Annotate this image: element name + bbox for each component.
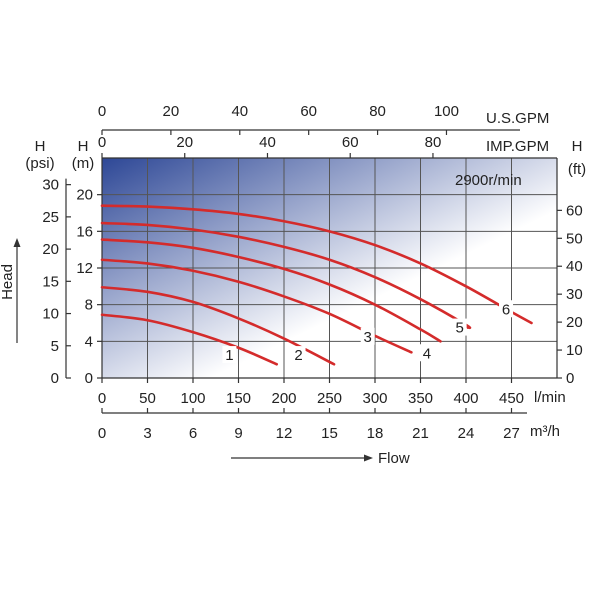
- tick-label-m: 8: [85, 297, 93, 314]
- curve-label-3: 3: [364, 329, 372, 346]
- tick-label-usgpm: 0: [98, 103, 106, 120]
- tick-label-psi: 15: [42, 273, 59, 290]
- lmin-unit: l/min: [534, 389, 566, 406]
- tick-label-m3h: 3: [143, 425, 151, 442]
- curve-label-box-2: [291, 346, 306, 364]
- curve-label-5: 5: [455, 320, 463, 337]
- tick-label-ft: 30: [566, 286, 583, 303]
- curve-5: [100, 221, 472, 330]
- speed-label: 2900r/min: [455, 172, 522, 189]
- tick-label-usgpm: 40: [231, 103, 248, 120]
- tick-label-lmin: 250: [317, 390, 342, 407]
- tick-label-impgpm: 80: [425, 134, 442, 151]
- tick-label-ft: 50: [566, 230, 583, 247]
- curve-label-1: 1: [225, 347, 233, 364]
- tick-label-m3h: 9: [234, 425, 242, 442]
- psi-unit: (psi): [25, 155, 54, 172]
- tick-label-impgpm: 0: [98, 134, 106, 151]
- m-unit: (m): [72, 155, 95, 172]
- tick-label-m: 0: [85, 370, 93, 387]
- tick-label-m3h: 6: [189, 425, 197, 442]
- curve-label-4: 4: [423, 345, 431, 362]
- curve-4: [100, 238, 442, 343]
- impgpm-unit: IMP.GPM: [486, 138, 549, 155]
- tick-label-m3h: 12: [276, 425, 293, 442]
- tick-label-psi: 10: [42, 306, 59, 323]
- curve-label-box-3: [360, 327, 375, 345]
- labels: 1 2 3 4 5 6: [222, 300, 514, 364]
- tick-label-ft: 0: [566, 370, 574, 387]
- tick-label-m: 16: [76, 223, 93, 240]
- tick-label-psi: 20: [42, 241, 59, 258]
- curve-6: [100, 204, 533, 325]
- tick-label-psi: 30: [42, 177, 59, 194]
- curves: [100, 204, 533, 366]
- tick-label-m3h: 0: [98, 425, 106, 442]
- usgpm-unit: U.S.GPM: [486, 110, 549, 127]
- tick-label-m3h: 21: [412, 425, 429, 442]
- curve-2: [100, 285, 336, 366]
- tick-label-lmin: 300: [362, 390, 387, 407]
- tick-label-usgpm: 20: [163, 103, 180, 120]
- curve-label-6: 6: [502, 301, 510, 318]
- tick-label-lmin: 200: [271, 390, 296, 407]
- tick-label-impgpm: 60: [342, 134, 359, 151]
- head-label: Head: [0, 264, 16, 300]
- tick-label-psi: 0: [51, 370, 59, 387]
- tick-label-m3h: 18: [367, 425, 384, 442]
- head-arrow-icon: [13, 238, 21, 247]
- tick-label-lmin: 350: [408, 390, 433, 407]
- tick-label-m3h: 15: [321, 425, 338, 442]
- flow-axis-title: Flow: [231, 450, 410, 467]
- tick-label-lmin: 50: [139, 390, 156, 407]
- ft-unit-h: H: [572, 138, 583, 155]
- curve-label-box-1: [222, 346, 237, 364]
- tick-label-lmin: 100: [180, 390, 205, 407]
- tick-label-m: 12: [76, 260, 93, 277]
- tick-label-usgpm: 100: [434, 103, 459, 120]
- tick-label-ft: 10: [566, 342, 583, 359]
- psi-unit-h: H: [35, 138, 46, 155]
- head-axis-title: Head: [0, 238, 21, 343]
- curve-label-2: 2: [294, 347, 302, 364]
- tick-label-lmin: 150: [226, 390, 251, 407]
- tick-label-m: 20: [76, 187, 93, 204]
- ft-unit: (ft): [568, 161, 586, 178]
- tick-label-psi: 25: [42, 209, 59, 226]
- curve-label-box-4: [419, 344, 434, 362]
- tick-label-lmin: 0: [98, 390, 106, 407]
- flow-label: Flow: [378, 450, 410, 467]
- m3h-unit: m³/h: [530, 423, 560, 440]
- m-unit-h: H: [78, 138, 89, 155]
- tick-label-ft: 20: [566, 314, 583, 331]
- curve-label-box-5: [452, 318, 467, 336]
- tick-label-m3h: 27: [503, 425, 520, 442]
- tick-label-impgpm: 40: [259, 134, 276, 151]
- tick-label-ft: 40: [566, 258, 583, 275]
- tick-label-psi: 5: [51, 338, 59, 355]
- tick-label-lmin: 400: [453, 390, 478, 407]
- tick-label-lmin: 450: [499, 390, 524, 407]
- curve-label-box-6: [499, 300, 514, 318]
- curve-1: [100, 313, 279, 366]
- tick-label-usgpm: 60: [300, 103, 317, 120]
- tick-label-m: 4: [85, 333, 93, 350]
- tick-label-impgpm: 20: [176, 134, 193, 151]
- flow-arrow-icon: [364, 454, 373, 462]
- tick-label-usgpm: 80: [369, 103, 386, 120]
- tick-label-ft: 60: [566, 202, 583, 219]
- tick-label-m3h: 24: [458, 425, 475, 442]
